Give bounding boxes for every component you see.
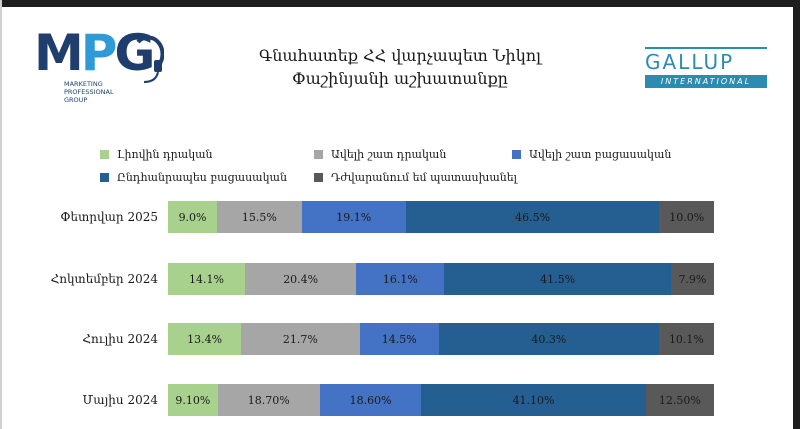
legend-swatch xyxy=(314,173,323,182)
data-label: 40.3% xyxy=(531,332,567,346)
gallup-logo-word: GALLUP xyxy=(645,47,767,73)
bar-segment: 14.1% xyxy=(168,263,245,295)
screen-right-border xyxy=(793,0,800,429)
data-label: 10.1% xyxy=(668,332,704,346)
screen-top-border xyxy=(0,0,800,7)
category-label: Հուլիս 2024 xyxy=(82,332,158,346)
bar-segment: 41.5% xyxy=(444,263,671,295)
legend-label: Ավելի շատ բացասական xyxy=(529,148,672,161)
mpg-logo: MPG MARKETING PROFESSIONAL GROUP xyxy=(34,28,174,108)
bar-segment: 10.0% xyxy=(659,201,714,233)
data-label: 9.10% xyxy=(175,393,211,407)
data-label: 21.7% xyxy=(282,332,318,346)
legend-swatch xyxy=(100,150,109,159)
legend-label: Լիովին դրական xyxy=(117,148,213,161)
bar-segment: 13.4% xyxy=(168,323,242,355)
bar-segment: 9.10% xyxy=(168,384,218,416)
data-label: 41.5% xyxy=(540,272,576,286)
data-label: 12.50% xyxy=(658,393,701,407)
bar-segment: 9.0% xyxy=(168,201,218,233)
bar-segment: 41.10% xyxy=(421,384,646,416)
category-label: Փետրվար 2025 xyxy=(60,210,158,224)
data-label: 18.60% xyxy=(349,393,392,407)
bar-segment: 15.5% xyxy=(217,201,302,233)
mpg-logo-letters: MPG xyxy=(34,24,155,82)
legend-item: Ավելի շատ դրական xyxy=(314,148,446,161)
legend-item: Ավելի շատ բացասական xyxy=(512,148,671,161)
legend-label: Ավելի շատ դրական xyxy=(331,148,447,161)
chart-title-line2: Փաշինյանի աշխատանքը xyxy=(292,69,508,88)
bar-segment: 18.60% xyxy=(319,384,422,416)
legend-label: Դժվարանում եմ պատասխանել xyxy=(331,171,518,184)
screen-left-border xyxy=(0,0,2,429)
data-label: 15.5% xyxy=(241,210,277,224)
data-label: 9.0% xyxy=(178,210,207,224)
legend-item: Լիովին դրական xyxy=(100,148,213,161)
legend-swatch xyxy=(100,173,109,182)
bar-segment: 14.5% xyxy=(359,323,439,355)
headset-icon xyxy=(136,36,164,83)
data-label: 14.1% xyxy=(189,272,224,286)
mpg-logo-subtitle: MARKETING PROFESSIONAL GROUP xyxy=(64,80,114,104)
bar-segment: 12.50% xyxy=(645,384,714,416)
chart-title: Գնահատեք ՀՀ վարչապետ Նիկոլ Փաշինյանի աշխ… xyxy=(220,44,580,90)
bar-segment: 19.1% xyxy=(301,201,406,233)
gallup-logo-subtitle: INTERNATIONAL xyxy=(645,75,767,88)
bar-segment: 21.7% xyxy=(241,323,360,355)
legend-swatch xyxy=(512,150,521,159)
data-label: 41.10% xyxy=(512,393,555,407)
bar-segment: 16.1% xyxy=(356,263,445,295)
data-label: 18.70% xyxy=(247,393,290,407)
chart-title-line1: Գնահատեք ՀՀ վարչապետ Նիկոլ xyxy=(259,46,541,65)
legend-label: Ընդհանրապես բացասական xyxy=(117,171,287,184)
category-label: Հոկտեմբեր 2024 xyxy=(50,272,158,286)
bar-segment: 7.9% xyxy=(670,263,714,295)
data-label: 20.4% xyxy=(283,272,319,286)
category-label: Մայիս 2024 xyxy=(82,393,158,407)
gallup-international-logo: GALLUP INTERNATIONAL xyxy=(645,47,767,88)
data-label: 19.1% xyxy=(336,210,372,224)
data-label: 14.5% xyxy=(381,332,417,346)
data-label: 13.4% xyxy=(187,332,223,346)
bar-segment: 46.5% xyxy=(405,201,660,233)
data-label: 16.1% xyxy=(382,272,418,286)
data-label: 7.9% xyxy=(678,272,707,286)
data-label: 10.0% xyxy=(669,210,705,224)
data-label: 46.5% xyxy=(515,210,551,224)
bar-segment: 10.1% xyxy=(658,323,714,355)
legend-item: Ընդհանրապես բացասական xyxy=(100,171,287,184)
bar-segment: 20.4% xyxy=(244,263,357,295)
bar-segment: 18.70% xyxy=(217,384,320,416)
legend-item: Դժվարանում եմ պատասխանել xyxy=(314,171,517,184)
bar-segment: 40.3% xyxy=(438,323,659,355)
legend-swatch xyxy=(314,150,323,159)
